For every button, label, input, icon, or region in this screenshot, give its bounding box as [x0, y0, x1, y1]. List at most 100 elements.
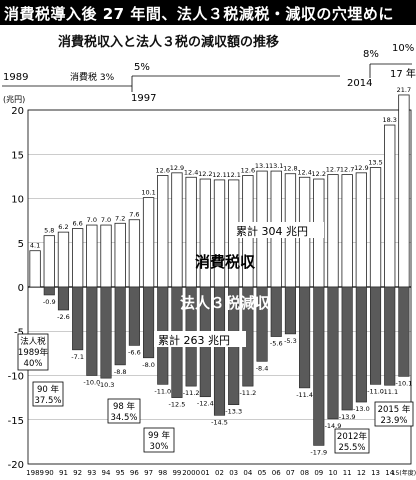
data-label-corporate-tax-cut: -7.1: [71, 353, 84, 361]
rate-note-year: 17 年: [390, 67, 416, 80]
bar-corporate-tax-cut: [341, 286, 353, 411]
y-unit-label: (兆円): [3, 94, 25, 104]
data-label-consumption-tax: 7.6: [129, 211, 139, 219]
bar-consumption-tax: [29, 250, 41, 288]
x-tick-label: 14: [385, 469, 394, 477]
x-tick-label: 91: [59, 469, 68, 477]
bar-corporate-tax-cut: [128, 286, 140, 346]
callout-text: 25.5%: [338, 443, 365, 453]
data-label-corporate-tax-cut: -11.0: [154, 387, 171, 395]
callout-text: 1989年: [18, 347, 49, 358]
total-negative: 累計 263 兆円: [158, 333, 230, 347]
bar-consumption-tax: [71, 228, 84, 288]
rate-note-text: 10%: [392, 43, 414, 54]
callout-box: [107, 398, 141, 424]
data-label-corporate-tax-cut: -14.5: [211, 418, 228, 426]
rate-note-year: 2014: [347, 78, 372, 89]
bar-consumption-tax: [100, 224, 112, 288]
y-tick-label: 20: [11, 106, 24, 117]
data-label-consumption-tax: 21.7: [397, 86, 411, 94]
data-label-corporate-tax-cut: -12.4: [197, 400, 214, 408]
data-label-corporate-tax-cut: -17.9: [310, 448, 327, 456]
x-tick-label: 92: [73, 469, 82, 477]
bar-consumption-tax: [355, 172, 368, 288]
x-tick-label: 11: [343, 469, 352, 477]
x-tick-label: 01: [201, 469, 210, 477]
data-label-corporate-tax-cut: -11.1: [381, 388, 398, 396]
bar-corporate-tax-cut: [57, 286, 70, 311]
x-tick-label: 13: [371, 469, 380, 477]
y-tick-label: -15: [8, 416, 24, 427]
callout-text: 90 年: [37, 384, 60, 395]
data-label-corporate-tax-cut: -2.6: [57, 313, 70, 321]
title-bar: 消費税導入後 27 年間、法人３税減税・減収の穴埋めに: [0, 0, 416, 25]
bar-corporate-tax-cut: [270, 286, 282, 337]
data-label-corporate-tax-cut: -13.0: [353, 405, 370, 413]
data-label-consumption-tax: 12.9: [170, 164, 184, 172]
data-label-consumption-tax: 12.4: [184, 168, 198, 176]
rate-note-text: 8%: [363, 49, 379, 60]
callout-text: 2015 年: [378, 404, 411, 415]
callout-box: [334, 428, 370, 454]
callout-text: 40%: [24, 359, 43, 369]
bar-consumption-tax: [398, 94, 410, 288]
bar-consumption-tax: [142, 197, 155, 288]
x-tick-label: 05: [258, 469, 267, 477]
x-tick-label: 94: [102, 469, 111, 477]
bar-consumption-tax: [114, 222, 126, 288]
data-label-corporate-tax-cut: -8.8: [114, 368, 127, 376]
data-label-consumption-tax: 13.1: [255, 162, 269, 170]
y-tick-label: -10: [8, 372, 24, 383]
bar-corporate-tax-cut: [299, 286, 311, 389]
callout-box: [32, 381, 64, 407]
data-label-consumption-tax: 7.2: [115, 214, 125, 222]
bar-corporate-tax-cut: [398, 286, 410, 377]
y-tick-label: 0: [18, 283, 24, 294]
data-label-consumption-tax: 12.6: [241, 166, 255, 174]
data-label-corporate-tax-cut: -14.9: [325, 422, 342, 430]
bar-consumption-tax: [327, 174, 339, 288]
x-tick-label: 2000: [182, 469, 200, 477]
x-tick-label: 98: [158, 469, 167, 477]
callout-text: 2012年: [337, 431, 368, 442]
bar-corporate-tax-cut: [72, 286, 84, 351]
data-label-corporate-tax-cut: -11.2: [183, 389, 200, 397]
x-tick-label: 08: [300, 469, 309, 477]
data-label-corporate-tax-cut: -11.0: [367, 387, 384, 395]
data-label-consumption-tax: 12.1: [212, 171, 226, 179]
x-tick-label: 07: [286, 469, 295, 477]
bar-corporate-tax-cut: [86, 286, 98, 376]
chart-title: 消費税導入後 27 年間、法人３税減税・減収の穴埋めに: [4, 5, 394, 23]
data-label-consumption-tax: 12.6: [156, 166, 170, 174]
callout-box: [17, 333, 49, 371]
rate-note-year: 1997: [131, 93, 156, 104]
x-tick-label: 95: [116, 469, 125, 477]
data-label-consumption-tax: 12.7: [326, 166, 340, 174]
x-tick-label: 10: [329, 469, 338, 477]
bar-consumption-tax: [341, 174, 353, 288]
bar-corporate-tax-cut: [143, 286, 155, 359]
callout-box: [143, 427, 175, 453]
data-label-corporate-tax-cut: -12.5: [169, 401, 186, 409]
data-label-consumption-tax: 12.2: [198, 170, 212, 178]
data-label-corporate-tax-cut: -11.4: [296, 391, 313, 399]
band-label-corporate-tax: 法人３税減収: [180, 294, 271, 312]
y-tick-label: 10: [11, 195, 24, 206]
data-label-consumption-tax: 13.1: [269, 162, 283, 170]
data-label-corporate-tax-cut: -5.6: [270, 340, 283, 348]
data-label-consumption-tax: 18.3: [382, 116, 396, 124]
x-tick-label: 09: [314, 469, 323, 477]
data-label-corporate-tax-cut: -8.4: [256, 364, 269, 372]
callout-text: 99 年: [148, 430, 171, 441]
data-label-corporate-tax-cut: -11.2: [239, 389, 256, 397]
x-tick-label: 12: [357, 469, 366, 477]
bar-consumption-tax: [157, 175, 169, 288]
total-box-positive: [232, 222, 324, 238]
bar-corporate-tax-cut: [327, 286, 339, 420]
data-label-consumption-tax: 6.2: [58, 223, 68, 231]
x-tick-label: 1989: [26, 469, 44, 477]
x-tick-label: 99: [172, 469, 181, 477]
bar-consumption-tax: [128, 219, 141, 288]
bar-corporate-tax-cut: [100, 286, 112, 379]
y-tick-label: -5: [14, 327, 24, 338]
